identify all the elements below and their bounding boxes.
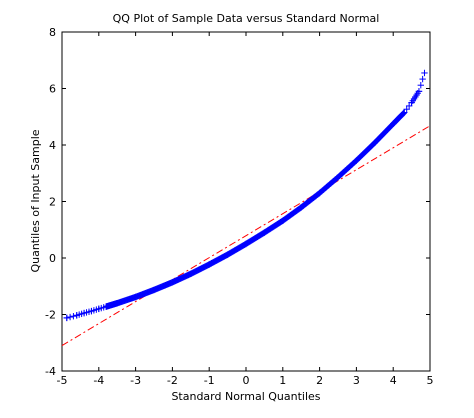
data-point [419,75,426,83]
x-tick-label: 4 [390,374,397,387]
data-point [405,102,413,110]
data-point [390,120,397,128]
data-point [412,93,419,101]
x-axis-label: Standard Normal Quantiles [171,390,320,403]
data-point [80,309,88,317]
data-point [415,88,423,95]
data-point [70,312,77,320]
data-point [114,300,121,307]
data-point [224,251,231,258]
x-tick-label: -2 [167,374,178,387]
y-tick-label: 8 [49,26,56,39]
data-point [73,312,80,319]
x-tick-label: 3 [353,374,360,387]
y-tick-label: -2 [45,309,56,322]
reference-line-layer [61,125,431,347]
data-point [279,217,286,224]
data-point [408,99,415,106]
data-point [95,305,102,313]
data-point [403,106,410,113]
data-point [206,261,213,268]
x-tick-label: -1 [204,374,215,387]
y-tick-label: 4 [49,139,56,152]
data-point [353,157,360,164]
x-tick-label: 2 [316,374,323,387]
data-point [371,139,378,146]
y-tick-label: 0 [49,252,56,265]
x-tick-label: -4 [93,374,104,387]
data-point [63,314,70,322]
data-point [261,229,268,236]
data-point [187,270,194,278]
data-point [88,307,95,315]
data-point [316,189,323,197]
reference-line [61,125,431,347]
data-point [421,69,428,77]
data-point [132,293,139,301]
data-point [169,279,176,286]
data-point [242,240,250,248]
data-point [298,204,305,211]
y-tick-label: 2 [49,196,56,209]
chart-title: QQ Plot of Sample Data versus Standard N… [113,12,380,25]
data-point [334,174,342,181]
data-point [401,109,408,116]
data-point [150,286,158,294]
y-tick-label: -4 [45,365,56,378]
y-tick-label: 6 [49,83,56,96]
data-point [66,313,74,321]
x-tick-label: 1 [279,374,286,387]
data-point [102,303,110,310]
x-tick-label: 0 [243,374,250,387]
plot-area [61,31,431,372]
data-point [417,82,424,89]
x-tick-label: -3 [130,374,141,387]
data-points-layer [63,69,428,322]
x-axis: -5 -4 -3 -2 -1 0 1 2 3 4 5 [57,32,434,387]
x-tick-label: 5 [427,374,434,387]
x-tick-label: -5 [57,374,68,387]
y-axis: -4 -2 0 2 4 6 8 [45,26,430,378]
y-axis-label: Quantiles of Input Sample [29,129,42,272]
